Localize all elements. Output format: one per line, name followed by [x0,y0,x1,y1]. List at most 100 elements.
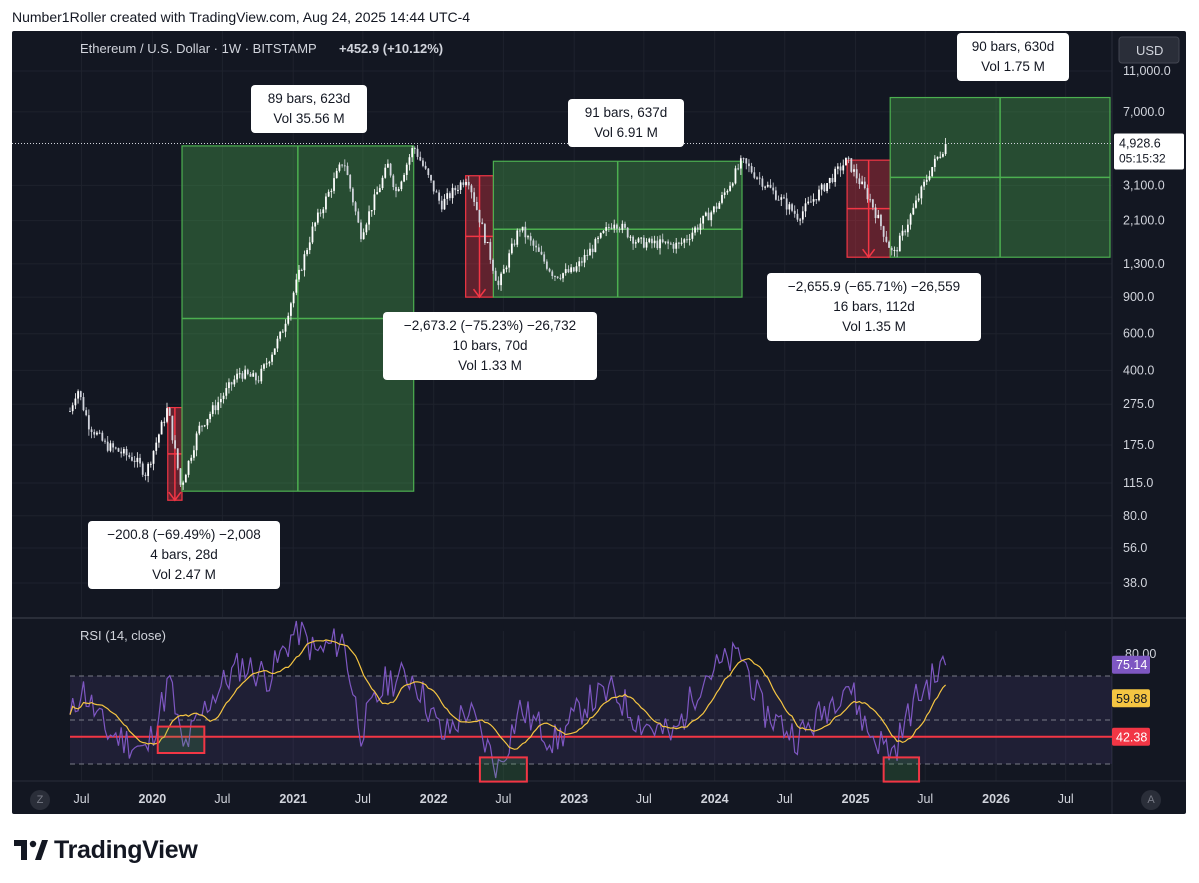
candle-body [645,242,648,248]
x-tick-4: Jul [355,792,371,806]
candle-110 [365,222,368,236]
candle-body [939,156,942,158]
candle-body [834,168,837,183]
candle-body [599,233,602,238]
candle-101 [341,164,344,168]
measure-box-6[interactable]: 90 bars, 630d Vol 1.75 M [957,33,1069,81]
candle-63 [238,367,241,379]
candle-body [351,188,354,203]
candle-body [508,253,511,268]
candle-319 [928,170,931,182]
candle-98 [333,172,335,194]
candle-body [228,382,230,389]
candle-82 [290,301,292,321]
auto-scale-button[interactable]: A [1141,790,1161,810]
candle-122 [397,186,400,192]
candle-body [333,178,335,191]
candle-196 [597,236,599,244]
chart-canvas[interactable]: Ethereum / U.S. Dollar · 1W · BITSTAMP +4… [12,31,1186,814]
candle-body [141,463,144,475]
candle-body [562,273,564,279]
candle-230 [688,234,691,246]
candle-body [699,223,702,230]
measure-box-1[interactable]: −200.8 (−69.49%) −2,008 4 bars, 28d Vol … [88,521,280,589]
candle-body [605,227,608,231]
candle-166 [516,228,519,248]
candle-body [874,207,877,219]
candle-body [384,167,387,178]
candle-143 [454,185,457,196]
candle-body [139,457,141,464]
candle-215 [648,237,651,244]
candle-241 [718,201,721,210]
candle-body [419,156,422,161]
zoom-button[interactable]: Z [30,790,50,810]
candle-body [335,170,338,179]
candle-body [106,441,109,451]
candle-139 [443,194,446,210]
candle-164 [510,238,513,255]
chart-frame[interactable]: Ethereum / U.S. Dollar · 1W · BITSTAMP +4… [12,31,1186,814]
candle-42 [182,480,185,490]
candle-body [403,174,405,182]
candle-body [513,243,516,245]
candle-176 [543,251,546,264]
rsi-label: RSI (14, close) [80,628,166,643]
candle-body [440,200,443,210]
candle-100 [338,162,341,173]
candle-body [265,363,268,365]
y-tick-12: 56.0 [1123,541,1147,555]
candle-body [246,369,249,374]
candle-252 [748,159,750,173]
measure-box-4[interactable]: 91 bars, 637d Vol 6.91 M [568,99,684,147]
measure-box-2[interactable]: 89 bars, 623d Vol 35.56 M [251,85,367,133]
candle-body [443,198,446,210]
candle-118 [387,159,389,168]
candle-299 [874,203,877,224]
x-tick-13: 2026 [982,792,1010,806]
candle-48 [198,421,201,436]
candle-67 [249,372,252,377]
candle-97 [330,188,333,198]
candle-body [378,188,381,193]
candle-body [801,211,804,220]
candle-body [465,181,467,185]
candle-203 [616,223,618,233]
candle-90 [311,222,314,245]
measure-box-3[interactable]: −2,673.2 (−75.23%) −26,732 10 bars, 70d … [383,312,597,380]
candle-body [330,190,333,192]
candle-body [225,388,228,396]
candle-body [233,379,236,385]
candle-154 [484,222,486,245]
candle-body [155,442,158,451]
candle-body [680,242,683,244]
candle-body [198,425,201,434]
candle-body [739,158,742,169]
candle-181 [556,276,559,279]
rsi-line [69,620,947,779]
candle-body [311,226,314,243]
candle-167 [519,228,521,237]
candle-206 [624,221,626,230]
candle-242 [721,191,723,205]
candle-185 [567,265,570,274]
measure-box-5[interactable]: −2,655.9 (−65.71%) −26,559 16 bars, 112d… [767,273,981,341]
y-tick-13: 38.0 [1123,576,1147,590]
candle-44 [187,460,190,478]
candle-221 [664,241,667,245]
candle-86 [300,268,303,272]
candle-body [263,364,265,369]
candle-217 [653,235,656,248]
candle-body [478,209,481,223]
candle-body [510,243,513,254]
candle-236 [704,211,707,217]
candle-body [209,413,211,420]
candle-body [659,239,661,249]
candle-59 [228,378,230,394]
candle-213 [642,235,645,249]
candle-body [753,172,756,178]
candle-93 [319,209,322,217]
candle-291 [853,164,855,177]
candle-body [521,226,524,231]
candle-body [691,232,694,239]
